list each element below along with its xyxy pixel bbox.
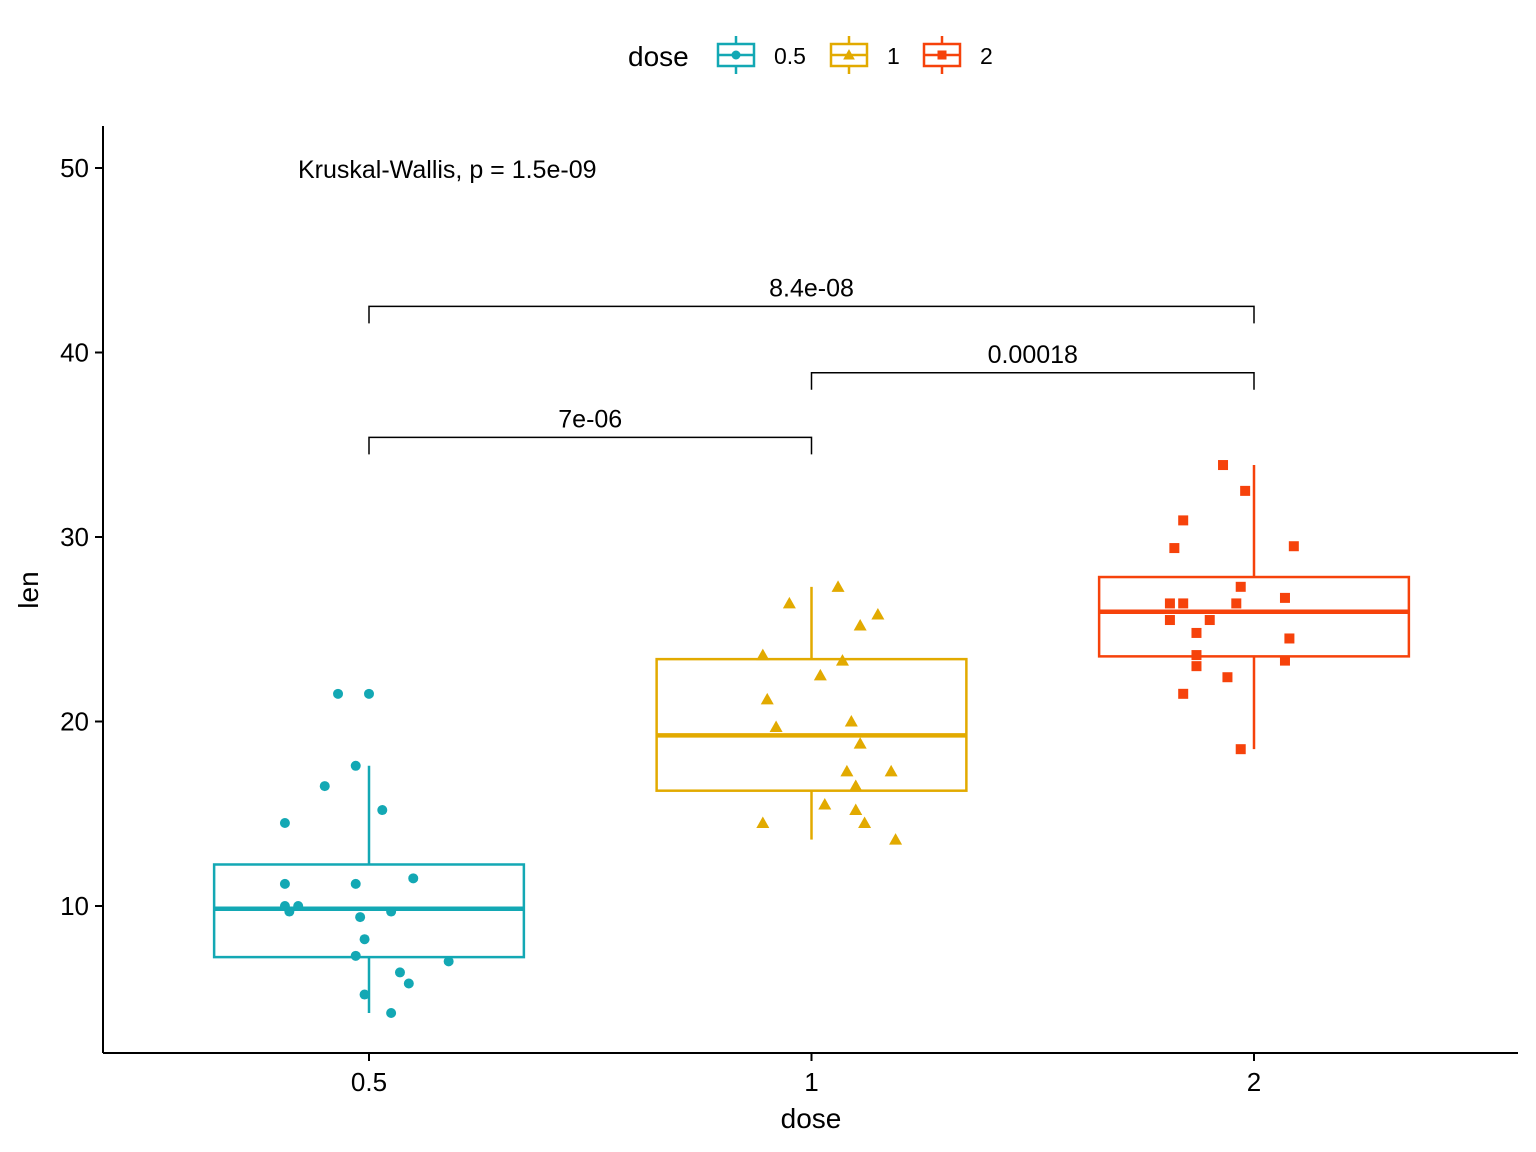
data-point xyxy=(840,764,854,777)
box-group-1 xyxy=(655,580,968,845)
data-point xyxy=(293,901,304,911)
bracket-line xyxy=(368,436,813,455)
data-point xyxy=(1178,688,1189,699)
y-tick-label: 30 xyxy=(60,522,89,552)
data-point xyxy=(818,798,832,810)
data-point xyxy=(1279,655,1290,666)
data-point xyxy=(1178,598,1189,609)
data-point xyxy=(364,688,374,699)
data-point xyxy=(844,715,858,727)
legend-title: dose xyxy=(628,41,689,72)
comparison-bracket: 7e-06 xyxy=(368,405,813,455)
data-point xyxy=(279,817,290,828)
legend-key-marker xyxy=(937,50,947,60)
comparison-bracket: 8.4e-08 xyxy=(368,274,1255,324)
data-point xyxy=(355,912,366,923)
data-point xyxy=(1218,460,1229,471)
data-point xyxy=(319,781,330,792)
data-point xyxy=(359,934,370,945)
data-point xyxy=(756,816,770,828)
data-point xyxy=(350,760,361,771)
legend-entry-1: 1 xyxy=(829,36,900,74)
box xyxy=(1097,575,1411,658)
data-point xyxy=(849,803,863,816)
box xyxy=(655,657,968,792)
data-point xyxy=(853,619,867,631)
data-point xyxy=(403,978,414,989)
data-point xyxy=(1235,744,1246,755)
data-point xyxy=(386,906,397,917)
comparison-bracket: 0.00018 xyxy=(810,341,1255,390)
legend: dose 0.5 1 2 xyxy=(628,36,993,74)
data-point xyxy=(813,668,827,681)
p-value-label: 7e-06 xyxy=(558,405,622,433)
legend-key-marker xyxy=(843,49,855,60)
legend-label: 1 xyxy=(887,43,900,69)
y-tick-label: 40 xyxy=(60,338,89,368)
data-point xyxy=(782,596,796,609)
data-point xyxy=(1191,650,1202,661)
data-point xyxy=(849,779,863,792)
data-point xyxy=(1279,592,1290,603)
data-point xyxy=(760,692,774,705)
data-point xyxy=(1164,615,1175,626)
data-point xyxy=(1178,515,1189,526)
p-value-label: 8.4e-08 xyxy=(769,274,854,302)
data-point xyxy=(1288,541,1299,552)
data-point xyxy=(889,833,903,845)
y-tick-label: 20 xyxy=(60,707,89,737)
data-point xyxy=(1191,661,1202,672)
data-point xyxy=(831,580,845,592)
legend-label: 0.5 xyxy=(774,43,806,69)
data-point xyxy=(858,816,872,828)
bracket-line xyxy=(368,305,1255,324)
legend-entry-2: 2 xyxy=(922,36,993,74)
data-point xyxy=(769,720,783,733)
x-tick-label: 0.5 xyxy=(351,1067,387,1097)
data-point xyxy=(394,967,405,978)
data-point xyxy=(350,950,361,961)
x-tick-label: 2 xyxy=(1247,1067,1261,1097)
x-tick-label: 1 xyxy=(804,1067,818,1097)
data-point xyxy=(1164,598,1175,609)
legend-label: 2 xyxy=(980,43,993,69)
data-point xyxy=(835,654,849,666)
box-group-0.5 xyxy=(212,688,526,1019)
data-point xyxy=(871,607,885,620)
data-point xyxy=(359,989,370,1000)
data-point xyxy=(756,648,770,661)
data-point xyxy=(333,688,344,699)
y-tick-label: 10 xyxy=(60,891,89,921)
box-group-2 xyxy=(1097,460,1411,755)
bracket-line xyxy=(810,372,1255,390)
data-point xyxy=(377,805,388,816)
data-point xyxy=(386,1008,397,1019)
data-point xyxy=(284,906,295,917)
data-point xyxy=(1204,615,1215,626)
data-point xyxy=(884,764,898,777)
data-point xyxy=(853,737,867,749)
legend-key-marker xyxy=(731,50,741,60)
data-point xyxy=(443,956,454,967)
data-point xyxy=(408,873,419,884)
data-point xyxy=(1235,581,1246,592)
data-point xyxy=(279,878,290,889)
data-point xyxy=(1231,598,1242,609)
data-point xyxy=(1222,672,1233,683)
y-tick-label: 50 xyxy=(60,153,89,183)
data-point xyxy=(1284,633,1295,644)
kruskal-wallis-annotation: Kruskal-Wallis, p = 1.5e-09 xyxy=(298,156,597,184)
x-axis-label: dose xyxy=(781,1103,842,1134)
data-point xyxy=(1240,485,1251,496)
p-value-label: 0.00018 xyxy=(988,341,1078,369)
y-axis-label: len xyxy=(13,571,44,608)
data-point xyxy=(350,878,361,889)
legend-entry-0.5: 0.5 xyxy=(716,36,806,74)
data-point xyxy=(1191,627,1202,638)
data-point xyxy=(1169,543,1180,554)
